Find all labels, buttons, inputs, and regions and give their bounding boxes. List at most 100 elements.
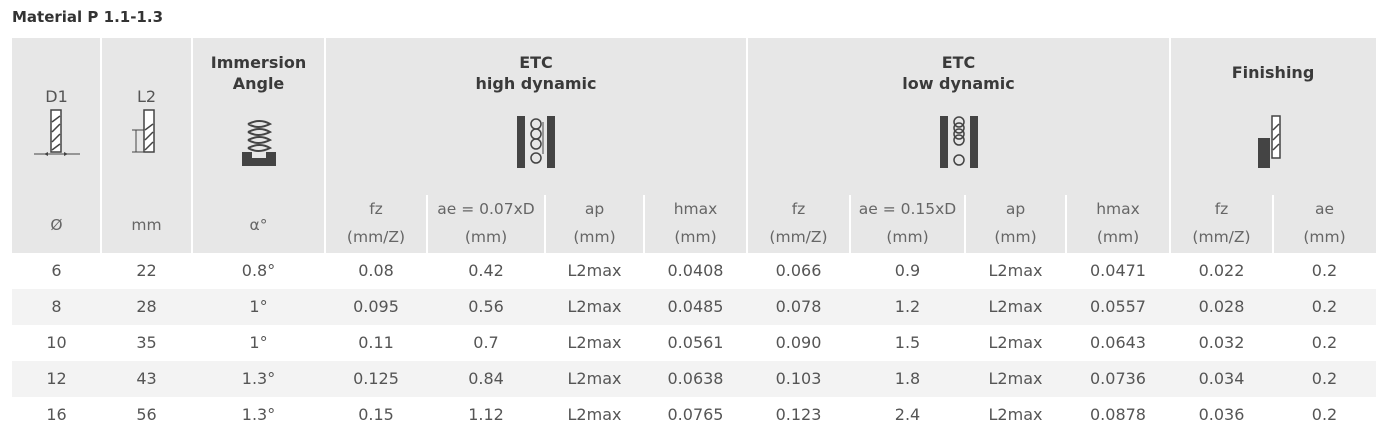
table-cell: 28 — [136, 297, 157, 316]
table-cell: L2max — [988, 405, 1043, 424]
table-cell: 0.42 — [468, 261, 504, 280]
sub-header: α° — [249, 216, 268, 234]
table-cell: 0.15 — [358, 405, 394, 424]
row-background — [12, 361, 1376, 397]
table-cell: 1.8 — [894, 369, 921, 388]
table-cell: 0.078 — [775, 297, 822, 316]
table-cell: 0.56 — [468, 297, 504, 316]
table-cell: 12 — [46, 369, 67, 388]
sub-header: (mm/Z) — [1192, 228, 1251, 246]
table-cell: 1° — [249, 297, 268, 316]
table-title: Material P 1.1-1.3 — [12, 8, 164, 26]
table-cell: 0.8° — [241, 261, 276, 280]
sub-header: Ø — [50, 216, 63, 234]
table-cell: 0.11 — [358, 333, 394, 352]
table-cell: 0.0736 — [1090, 369, 1146, 388]
group-header: L2 — [136, 87, 157, 106]
table-cell: 0.123 — [775, 405, 822, 424]
sub-separator — [1272, 195, 1274, 253]
header-icon — [1248, 114, 1298, 174]
table-cell: 8 — [51, 297, 62, 316]
table-cell: L2max — [988, 261, 1043, 280]
table-cell: 6 — [51, 261, 62, 280]
table-cell: 1.2 — [894, 297, 921, 316]
table-cell: 16 — [46, 405, 67, 424]
header-icon — [32, 108, 82, 164]
table-cell: 0.095 — [353, 297, 399, 316]
table-cell: 0.036 — [1198, 405, 1245, 424]
table-cell: 0.2 — [1311, 261, 1338, 280]
sub-separator — [1065, 195, 1067, 253]
sub-header: (mm) — [1096, 228, 1140, 246]
row-background — [12, 289, 1376, 325]
table-cell: 0.2 — [1311, 333, 1338, 352]
table-cell: 0.2 — [1311, 369, 1338, 388]
table-cell: 0.0471 — [1090, 261, 1146, 280]
table-cell: L2max — [988, 369, 1043, 388]
sub-header: fz — [791, 200, 806, 218]
sub-separator — [426, 195, 428, 253]
sub-header: ae = 0.15xD — [858, 200, 957, 218]
group-header: Angle — [232, 74, 285, 93]
sub-separator — [964, 195, 966, 253]
table-cell: 35 — [136, 333, 157, 352]
table-cell: 0.0878 — [1090, 405, 1146, 424]
table-cell: 0.066 — [775, 261, 822, 280]
sub-header: (mm/Z) — [769, 228, 828, 246]
table-cell: L2max — [988, 297, 1043, 316]
group-separator — [746, 38, 748, 253]
group-separator — [1169, 38, 1171, 253]
table-cell: 0.0765 — [667, 405, 724, 424]
header-icon — [234, 118, 284, 174]
table-cell: L2max — [567, 405, 622, 424]
sub-header: (mm) — [573, 228, 616, 246]
table-cell: 0.0561 — [667, 333, 724, 352]
group-separator — [191, 38, 193, 253]
table-cell: 43 — [136, 369, 157, 388]
table-cell: 1.12 — [468, 405, 504, 424]
table-cell: L2max — [988, 333, 1043, 352]
sub-header: hmax — [1096, 200, 1140, 218]
sub-separator — [544, 195, 546, 253]
sub-header: fz — [369, 200, 383, 218]
table-cell: 0.08 — [358, 261, 394, 280]
sub-header: mm — [131, 216, 162, 234]
table-cell: 1.3° — [241, 369, 276, 388]
sub-separator — [643, 195, 645, 253]
sub-header: (mm) — [886, 228, 929, 246]
table-cell: 1° — [249, 333, 268, 352]
table-cell: 22 — [136, 261, 157, 280]
table-cell: 0.84 — [468, 369, 504, 388]
header-icon — [122, 108, 172, 164]
group-separator — [100, 38, 102, 253]
group-header: low dynamic — [902, 74, 1015, 93]
table-cell: 10 — [46, 333, 67, 352]
table-cell: 2.4 — [894, 405, 921, 424]
table-cell: 0.032 — [1198, 333, 1245, 352]
table-cell: 0.9 — [894, 261, 921, 280]
sub-header: ap — [584, 200, 605, 218]
group-separator — [324, 38, 326, 253]
sub-header: (mm/Z) — [346, 228, 406, 246]
table-cell: 0.034 — [1198, 369, 1245, 388]
header-icon — [934, 114, 984, 174]
table-cell: 0.0408 — [667, 261, 724, 280]
sub-header: (mm) — [674, 228, 717, 246]
table-cell: 0.0638 — [667, 369, 724, 388]
table-cell: 0.125 — [353, 369, 399, 388]
sub-header: (mm) — [994, 228, 1037, 246]
table-cell: 0.022 — [1198, 261, 1245, 280]
table-cell: 0.7 — [473, 333, 499, 352]
group-header: ETC — [519, 53, 553, 72]
sub-header: (mm) — [464, 228, 508, 246]
sub-header: ap — [1005, 200, 1026, 218]
table-cell: 0.2 — [1311, 297, 1338, 316]
table-cell: L2max — [567, 333, 622, 352]
table-cell: 0.028 — [1198, 297, 1245, 316]
sub-header: ae = 0.07xD — [437, 200, 535, 218]
table-cell: 0.0485 — [667, 297, 724, 316]
table-cell: L2max — [567, 369, 622, 388]
table-cell: 0.090 — [775, 333, 822, 352]
table-cell: 56 — [136, 405, 157, 424]
